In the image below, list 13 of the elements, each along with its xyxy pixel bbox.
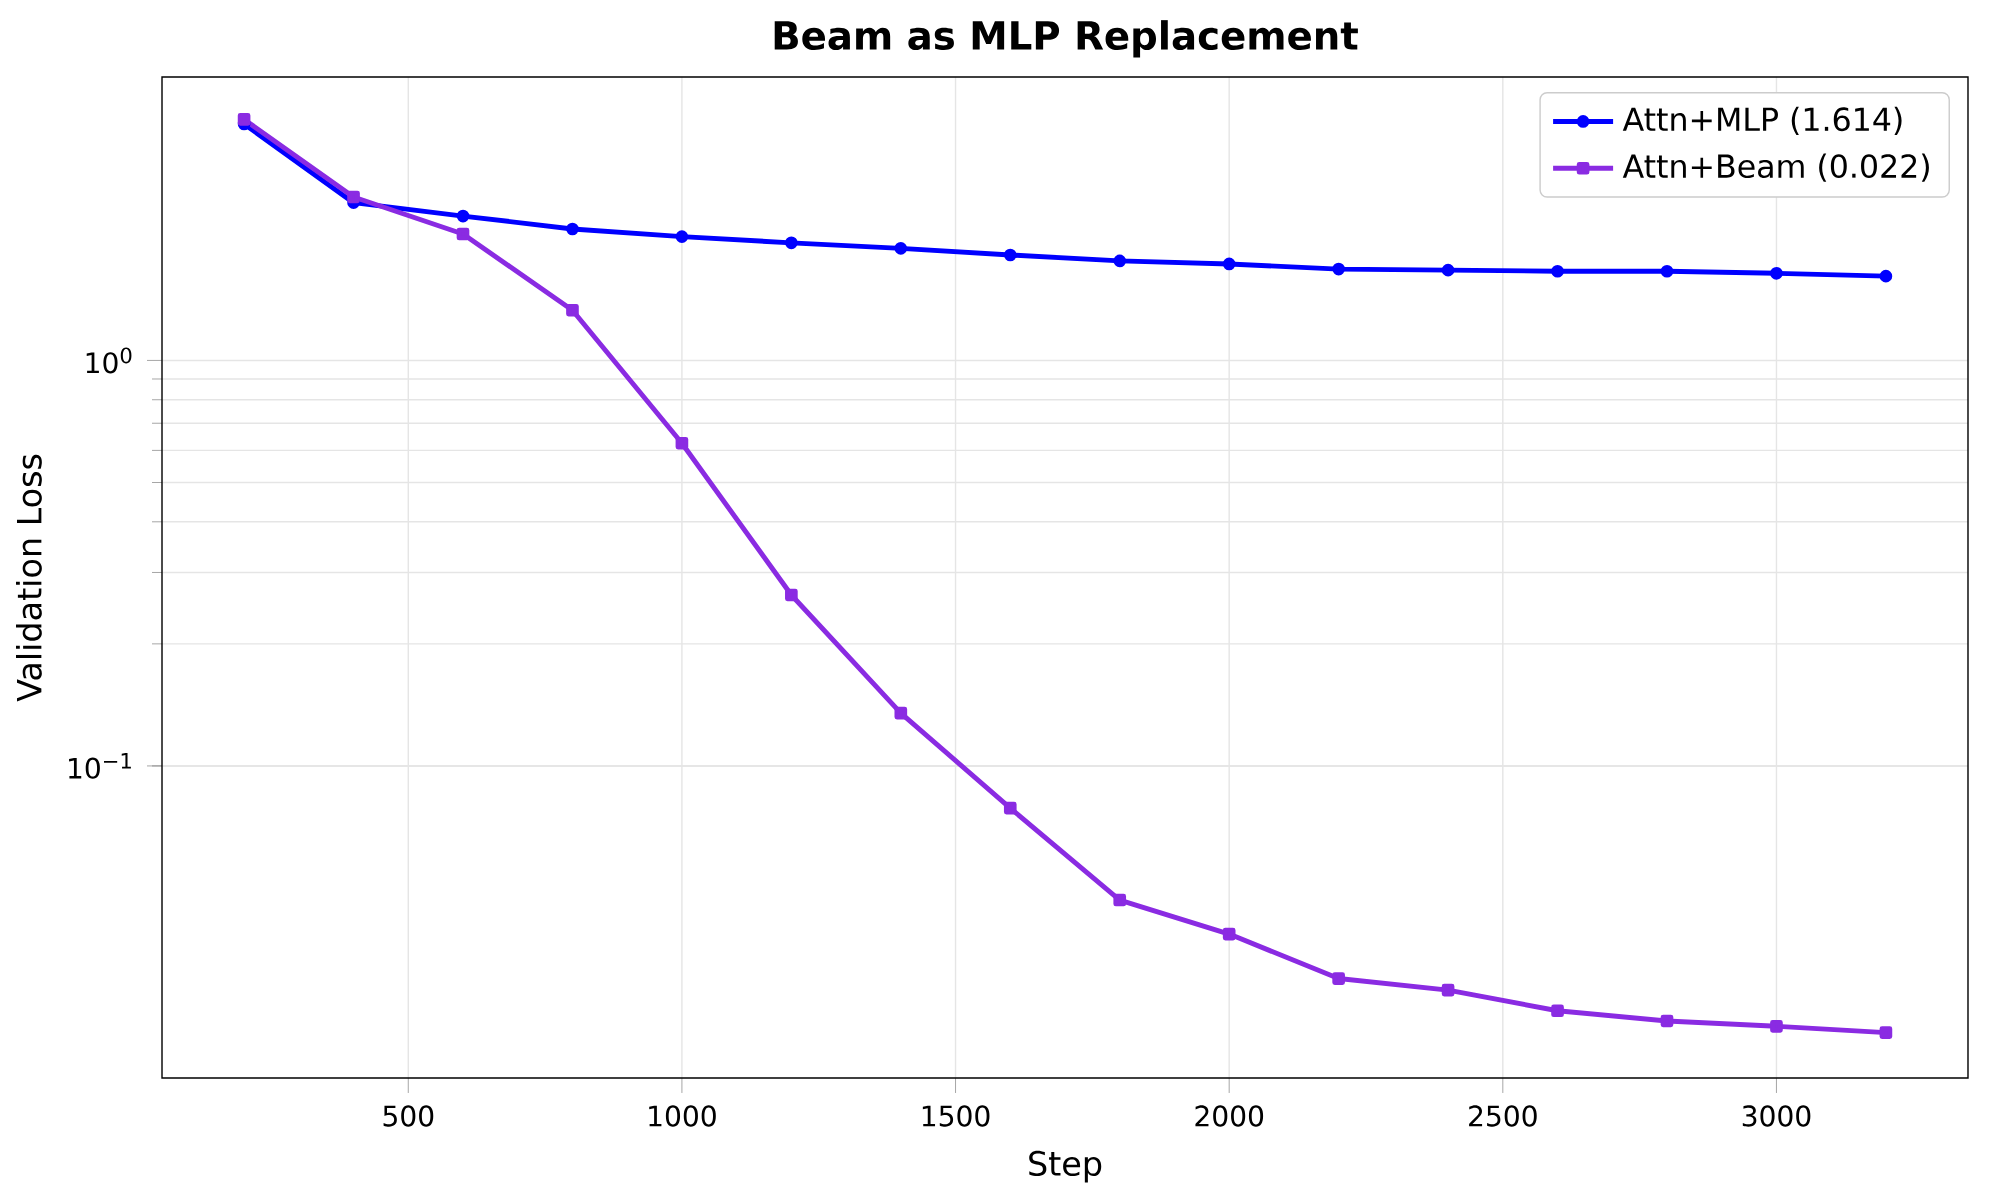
chart-title: Beam as MLP Replacement [774, 20, 1358, 58]
legend-label: Attn+MLP (1.614) [1622, 106, 1902, 135]
y-axis-title: Validation Loss [16, 454, 42, 702]
x-tick-label: 2000 [1195, 1105, 1264, 1127]
x-tick-label: 3000 [1742, 1105, 1811, 1127]
x-tick-label: 500 [383, 1105, 434, 1127]
x-axis-title: Step [1029, 1150, 1102, 1183]
x-tick-label: 1000 [649, 1105, 716, 1127]
y-tick-label: 10$^{−1}$ [69, 753, 131, 779]
x-tick-label: 1500 [922, 1105, 990, 1127]
y-tick-label: 10$^{0}$ [86, 347, 132, 374]
x-tick-label: 2500 [1469, 1105, 1537, 1127]
legend-label: Attn+Beam (0.022) [1622, 153, 1929, 182]
